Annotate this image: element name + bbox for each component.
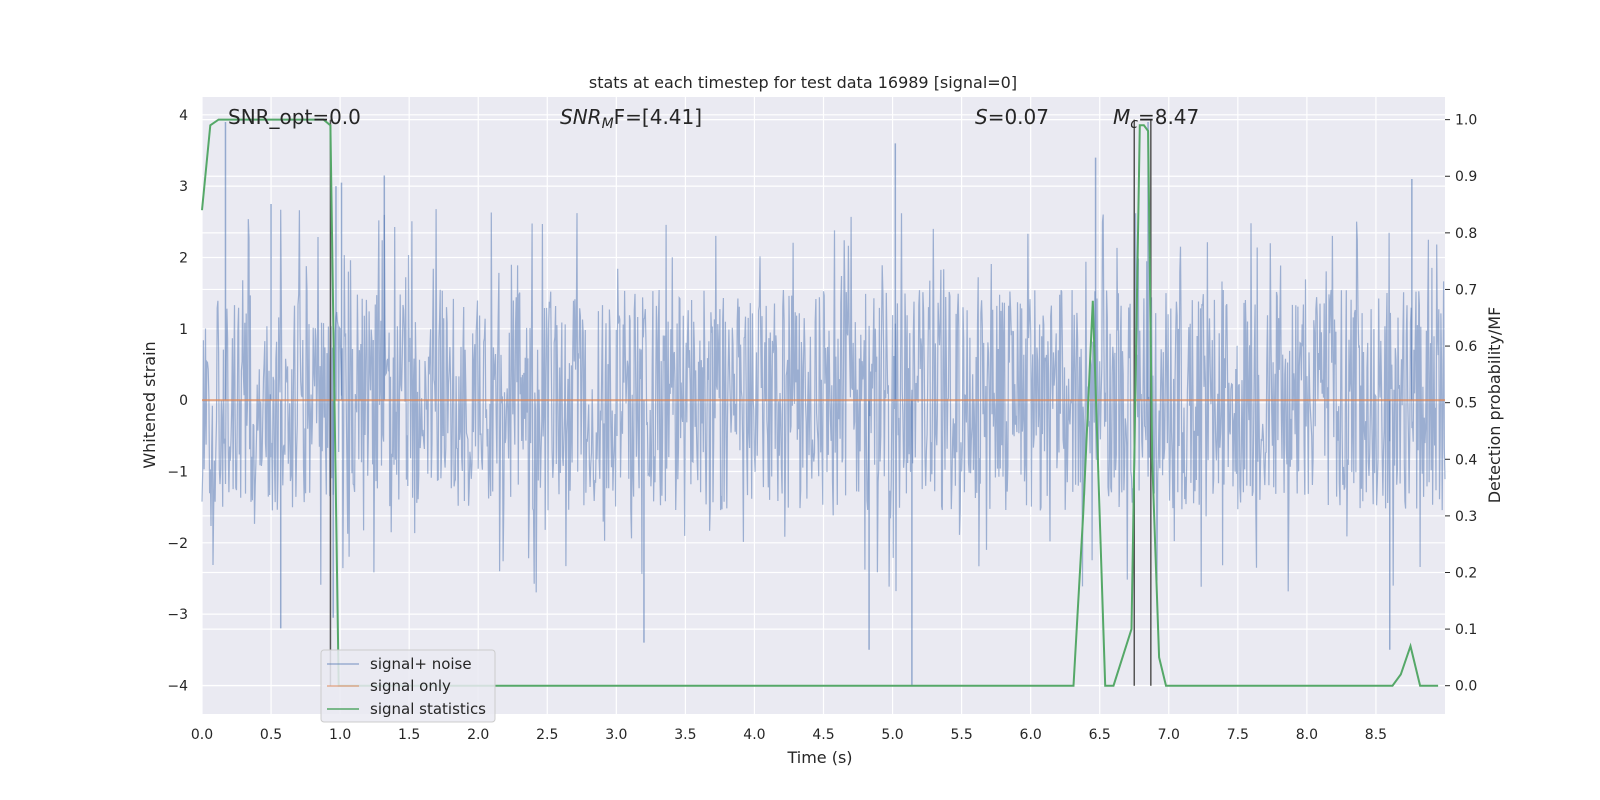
y-left-tick-label: 3 bbox=[179, 179, 188, 195]
y-right-tick-label: 0.9 bbox=[1455, 169, 1477, 185]
y-left-tick-label: 4 bbox=[179, 108, 188, 124]
y-left-tick-label: −1 bbox=[167, 464, 188, 480]
legend: signal+ noise signal only signal statist… bbox=[320, 649, 496, 723]
series-signal-noise bbox=[201, 121, 1446, 686]
x-tick-label: 6.5 bbox=[1089, 727, 1111, 743]
plot-area bbox=[201, 97, 1446, 714]
y-left-tick-label: 2 bbox=[179, 250, 188, 266]
y-axis-left-ticks: 4 3 2 1 0 −1 −2 −3 −4 bbox=[167, 108, 188, 695]
x-tick-label: 5.5 bbox=[950, 727, 972, 743]
mc-val: =8.47 bbox=[1138, 105, 1199, 129]
x-tick-label: 3.5 bbox=[674, 727, 696, 743]
statistics-line bbox=[201, 118, 1439, 687]
x-tick-label: 4.0 bbox=[743, 727, 765, 743]
y-left-tick-label: −3 bbox=[167, 607, 188, 623]
y-right-tick-label: 0.0 bbox=[1455, 679, 1477, 695]
x-tick-label: 3.0 bbox=[605, 727, 627, 743]
y-right-tick-label: 0.2 bbox=[1455, 565, 1477, 581]
x-tick-label: 1.5 bbox=[398, 727, 420, 743]
snr-mf-main: SNR bbox=[560, 105, 602, 129]
y-right-tick-label: 0.5 bbox=[1455, 396, 1477, 412]
x-axis-ticks: 0.0 0.5 1.0 1.5 2.0 2.5 3.0 3.5 4.0 4.5 5.0 5.5 6.0 6… bbox=[191, 727, 1387, 743]
s-var: S bbox=[975, 105, 988, 129]
x-tick-label: 8.5 bbox=[1365, 727, 1387, 743]
y-right-tick-label: 0.7 bbox=[1455, 282, 1477, 298]
legend-label-signal-only: signal only bbox=[370, 677, 451, 695]
legend-label-noise: signal+ noise bbox=[370, 655, 472, 673]
noise-line bbox=[201, 209, 1446, 593]
x-tick-label: 5.0 bbox=[881, 727, 903, 743]
y-right-tick-label: 0.4 bbox=[1455, 452, 1477, 468]
y-axis-right-ticks: 1.0 0.9 0.8 0.7 0.6 0.5 0.4 0.3 0.2 0.1 0.0 bbox=[1445, 113, 1477, 695]
mc-var: M bbox=[1113, 105, 1130, 129]
snr-mf-sub: M bbox=[602, 116, 614, 132]
y-left-tick-label: −4 bbox=[167, 678, 188, 694]
x-tick-label: 1.0 bbox=[329, 727, 351, 743]
x-tick-label: 2.5 bbox=[536, 727, 558, 743]
y-right-tick-label: 0.1 bbox=[1455, 622, 1477, 638]
mc-sub: c bbox=[1130, 116, 1138, 132]
y-right-tick-label: 1.0 bbox=[1455, 113, 1477, 129]
y-left-tick-label: 1 bbox=[179, 322, 188, 338]
y-axis-left-label: Whitened strain bbox=[140, 341, 159, 468]
mc-annotation: Mc=8.47 bbox=[1113, 105, 1199, 132]
legend-label-statistics: signal statistics bbox=[370, 700, 486, 718]
x-axis-label: Time (s) bbox=[786, 748, 852, 767]
chart-title: stats at each timestep for test data 169… bbox=[589, 73, 1017, 92]
s-val: =0.07 bbox=[988, 105, 1049, 129]
x-tick-label: 7.5 bbox=[1227, 727, 1249, 743]
x-tick-label: 8.0 bbox=[1296, 727, 1318, 743]
x-tick-label: 0.0 bbox=[191, 727, 213, 743]
y-left-tick-label: −2 bbox=[167, 536, 188, 552]
y-axis-right-label: Detection probability/MF bbox=[1485, 307, 1504, 504]
y-right-tick-label: 0.3 bbox=[1455, 509, 1477, 525]
x-tick-label: 7.0 bbox=[1158, 727, 1180, 743]
y-right-tick-label: 0.6 bbox=[1455, 339, 1477, 355]
x-tick-label: 2.0 bbox=[467, 727, 489, 743]
s-annotation: S=0.07 bbox=[975, 105, 1049, 129]
snr-mf-rest: F=[4.41] bbox=[614, 105, 702, 129]
snr-mf-annotation: SNRMF=[4.41] bbox=[560, 105, 702, 132]
x-tick-label: 6.0 bbox=[1020, 727, 1042, 743]
y-right-tick-label: 0.8 bbox=[1455, 226, 1477, 242]
legend-box bbox=[320, 649, 496, 723]
x-tick-label: 4.5 bbox=[812, 727, 834, 743]
snr-opt-annotation: SNR_opt=0.0 bbox=[228, 105, 361, 129]
series-signal-statistics bbox=[201, 118, 1439, 687]
y-left-tick-label: 0 bbox=[179, 393, 188, 409]
x-tick-label: 0.5 bbox=[260, 727, 282, 743]
